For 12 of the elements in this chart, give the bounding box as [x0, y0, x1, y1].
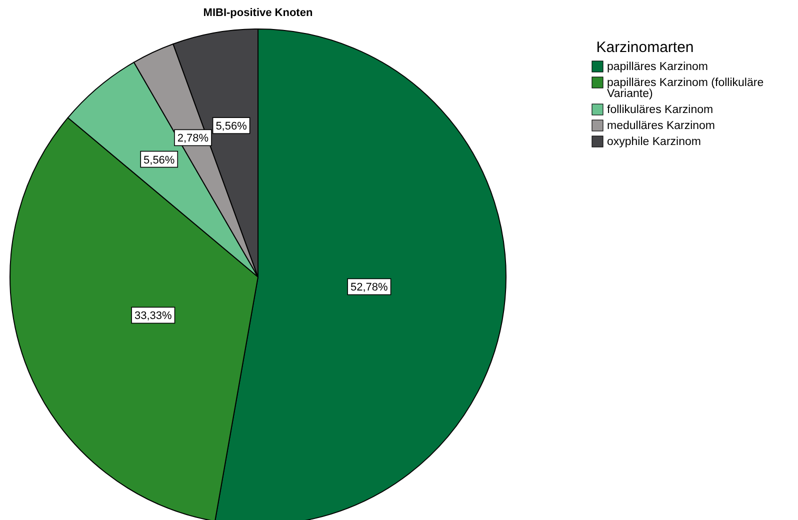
legend-label: medulläres Karzinom: [607, 120, 716, 132]
data-label: 5,56%: [216, 120, 248, 133]
data-label: 33,33%: [134, 310, 172, 322]
legend-label: papilläres Karzinom: [607, 61, 708, 73]
chart-title: MIBI-positive Knoten: [203, 7, 313, 19]
legend-label: papilläres Karzinom (follikuläre Variante): [607, 77, 764, 100]
data-label: 5,56%: [144, 154, 175, 166]
data-label: 2,78%: [177, 132, 209, 145]
legend-label: oxyphile Karzinom: [607, 136, 701, 148]
data-label: 52,78%: [350, 282, 388, 294]
legend-title: Karzinomarten: [596, 39, 694, 56]
legend-label: follikuläres Karzinom: [607, 104, 714, 116]
